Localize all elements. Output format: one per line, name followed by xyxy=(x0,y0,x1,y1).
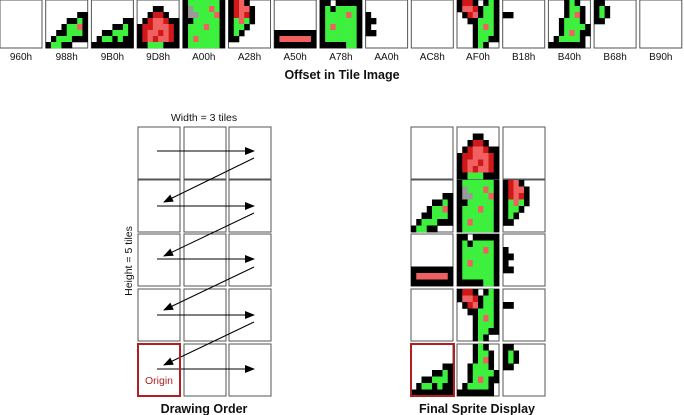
final-display-caption: Final Sprite Display xyxy=(419,402,535,415)
final-tile xyxy=(502,233,546,287)
final-tile xyxy=(410,343,454,397)
final-origin-frame xyxy=(410,343,455,397)
strip-tile xyxy=(593,0,637,49)
tile-strip xyxy=(0,0,683,49)
order-cell xyxy=(137,343,181,397)
order-cell xyxy=(228,343,272,397)
strip-tile xyxy=(547,0,591,49)
strip-tile xyxy=(90,0,134,49)
offset-label: A00h xyxy=(192,52,215,63)
strip-tile xyxy=(365,0,409,49)
offset-label: AC8h xyxy=(420,52,445,63)
drawing-order-grid xyxy=(137,126,272,397)
origin-frame xyxy=(137,343,181,397)
strip-tile xyxy=(182,0,226,49)
final-tile xyxy=(502,126,546,180)
order-cell xyxy=(137,233,181,287)
strip-tile xyxy=(45,0,89,49)
final-tile xyxy=(456,233,500,287)
order-cell xyxy=(183,126,227,180)
strip-tile xyxy=(228,0,271,49)
offset-label: B18h xyxy=(512,52,535,63)
final-tile xyxy=(410,179,454,233)
offset-label: AF0h xyxy=(466,52,490,63)
offset-caption: Offset in Tile Image xyxy=(284,68,399,82)
strip-tile xyxy=(410,0,454,49)
order-cell xyxy=(183,343,227,397)
offset-label: A50h xyxy=(284,52,307,63)
strip-tile xyxy=(639,0,683,49)
offset-label: 960h xyxy=(10,52,32,63)
order-arrow xyxy=(163,266,255,311)
order-cell xyxy=(228,126,272,180)
width-label: Width = 3 tiles xyxy=(171,112,237,124)
offset-label: 9D8h xyxy=(146,52,170,63)
height-label: Height = 5 tiles xyxy=(123,226,135,296)
strip-tile xyxy=(136,0,180,49)
offset-label: B90h xyxy=(649,52,672,63)
drawing-order-caption: Drawing Order xyxy=(161,402,248,415)
final-tile xyxy=(502,179,546,233)
final-tile xyxy=(456,343,500,397)
offset-label: AA0h xyxy=(374,52,398,63)
order-cell xyxy=(183,233,227,287)
final-tile xyxy=(456,288,500,342)
offset-label: 9B0h xyxy=(101,52,124,63)
strip-tile xyxy=(502,0,546,49)
strip-tile xyxy=(0,0,43,49)
offset-labels: 960h 988h 9B0h 9D8h A00h A28h A50h A78h AA0h AC8h… xyxy=(10,52,673,63)
offset-label: 988h xyxy=(56,52,78,63)
final-tile xyxy=(502,343,546,397)
strip-tile xyxy=(273,0,317,49)
offset-label: A28h xyxy=(238,52,261,63)
final-tile xyxy=(410,233,454,287)
strip-tile xyxy=(456,0,500,49)
strip-tile xyxy=(319,0,363,49)
final-tile xyxy=(410,288,454,342)
order-arrow xyxy=(163,157,255,203)
order-cell xyxy=(137,126,181,180)
final-tile xyxy=(410,126,454,180)
final-sprite-grid xyxy=(410,126,546,397)
offset-label: B68h xyxy=(603,52,626,63)
final-tile xyxy=(456,126,500,180)
origin-label: Origin xyxy=(145,375,173,387)
offset-label: B40h xyxy=(558,52,581,63)
offset-label: A78h xyxy=(329,52,352,63)
order-arrow xyxy=(163,212,255,257)
final-tile xyxy=(456,179,500,233)
final-tile xyxy=(502,288,546,342)
order-cell xyxy=(228,233,272,287)
